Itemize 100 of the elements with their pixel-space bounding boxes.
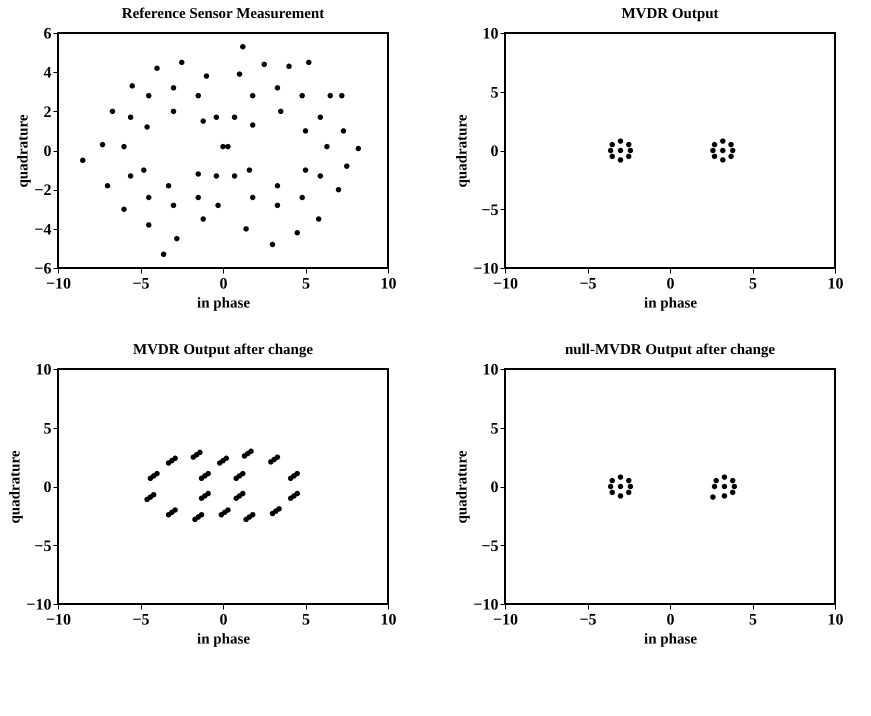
- y-tick-label: 6: [44, 26, 52, 42]
- point: [722, 474, 728, 480]
- chart-title: null-MVDR Output after change: [564, 342, 776, 358]
- x-tick-label: 0: [666, 612, 674, 628]
- point: [610, 490, 615, 496]
- point: [628, 148, 634, 154]
- chart-title: Reference Sensor Measurement: [122, 6, 324, 22]
- x-tick-label: 0: [666, 276, 674, 292]
- y-axis-title: quadrature: [7, 450, 24, 524]
- point: [172, 507, 178, 513]
- point: [294, 470, 300, 476]
- point: [722, 493, 728, 499]
- x-axis-title: in phase: [644, 632, 698, 648]
- point: [618, 138, 624, 144]
- point: [710, 494, 716, 500]
- x-tick-label: 5: [302, 612, 310, 628]
- point: [250, 512, 256, 518]
- x-axis-title: in phase: [197, 296, 250, 312]
- point: [608, 484, 614, 490]
- y-tick-label: 0: [490, 143, 498, 160]
- x-tick-label: 5: [302, 276, 310, 292]
- x-tick-label: −5: [579, 276, 597, 292]
- y-tick-label: 10: [482, 26, 498, 42]
- point: [713, 478, 719, 484]
- y-tick-label: 10: [482, 362, 498, 378]
- point: [233, 476, 239, 482]
- y-tick-label: 0: [490, 479, 498, 496]
- x-tick-label: −5: [132, 276, 150, 292]
- point: [218, 512, 224, 518]
- point: [205, 470, 211, 476]
- point: [712, 154, 718, 160]
- x-tick-label: −5: [132, 612, 150, 628]
- point: [270, 510, 276, 516]
- y-tick-label: 2: [44, 104, 52, 121]
- y-axis-title: quadrature: [454, 450, 470, 524]
- y-tick-label: 0: [44, 143, 52, 160]
- point: [243, 516, 249, 522]
- point: [233, 496, 239, 501]
- y-tick-label: −4: [34, 221, 52, 238]
- point: [288, 476, 294, 482]
- point: [730, 478, 736, 484]
- y-tick-label: −5: [481, 538, 498, 555]
- x-tick-label: 10: [828, 276, 844, 292]
- point: [205, 490, 211, 496]
- point: [720, 148, 726, 154]
- y-tick-label: −5: [481, 202, 498, 219]
- point: [216, 460, 222, 466]
- point: [628, 484, 634, 490]
- x-tick-label: 10: [380, 276, 396, 292]
- point: [720, 157, 726, 163]
- point: [720, 138, 726, 144]
- point: [626, 142, 632, 148]
- x-tick-label: −5: [579, 612, 597, 628]
- point: [240, 470, 246, 476]
- point: [618, 493, 624, 499]
- point: [608, 148, 614, 154]
- y-tick-label: −10: [26, 596, 52, 614]
- chart-title: MVDR Output after change: [132, 342, 314, 358]
- point: [274, 454, 280, 460]
- point: [730, 490, 736, 496]
- point: [154, 470, 160, 476]
- point: [198, 512, 204, 518]
- point: [198, 496, 204, 501]
- y-tick-label: −6: [34, 260, 52, 278]
- x-tick-label: 5: [749, 612, 757, 628]
- x-axis-title: in phase: [197, 632, 250, 648]
- point: [144, 496, 150, 502]
- point: [728, 142, 734, 148]
- x-tick-label: 0: [220, 612, 228, 628]
- x-tick-label: 0: [220, 276, 228, 292]
- point: [166, 460, 172, 466]
- point: [150, 492, 156, 498]
- point: [166, 512, 172, 518]
- point: [610, 142, 615, 148]
- point: [225, 507, 231, 513]
- x-axis-title: in phase: [644, 296, 698, 312]
- point: [618, 484, 624, 490]
- y-tick-label: 5: [490, 84, 498, 102]
- y-tick-label: −10: [473, 260, 498, 278]
- point: [172, 456, 178, 462]
- point: [224, 456, 230, 462]
- point: [610, 154, 615, 160]
- point: [626, 478, 632, 484]
- point: [732, 484, 738, 490]
- y-tick-label: −2: [34, 182, 52, 200]
- y-tick-label: 5: [490, 420, 498, 438]
- point: [730, 148, 736, 154]
- point: [626, 154, 632, 160]
- point: [618, 157, 624, 163]
- x-tick-label: 5: [749, 276, 757, 292]
- point: [148, 476, 154, 482]
- y-tick-label: −10: [473, 596, 498, 614]
- point: [198, 476, 204, 482]
- x-tick-label: 10: [828, 612, 844, 628]
- y-tick-label: 5: [44, 420, 52, 438]
- point: [712, 484, 718, 490]
- y-axis-title: quadrature: [454, 114, 470, 188]
- point: [242, 453, 248, 459]
- point: [192, 516, 198, 522]
- point: [610, 478, 615, 484]
